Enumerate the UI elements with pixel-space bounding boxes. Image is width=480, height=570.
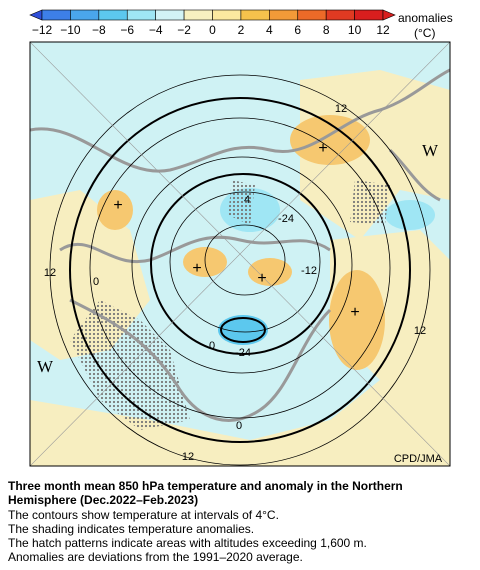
contour-label: 12 bbox=[335, 103, 347, 115]
plus-marker: + bbox=[257, 270, 266, 287]
contour-label: 4 bbox=[244, 194, 250, 206]
map bbox=[30, 42, 450, 466]
map-label: W bbox=[422, 141, 439, 160]
caption-title: Three month mean 850 hPa temperature and… bbox=[8, 479, 403, 493]
contour-label: -24 bbox=[278, 213, 294, 225]
contour-label: 12 bbox=[182, 451, 194, 463]
colorbar-tick-label: 12 bbox=[376, 23, 390, 37]
map-frame bbox=[29, 41, 451, 467]
colorbar-tick-label: −12 bbox=[32, 23, 53, 37]
colorbar-segment bbox=[70, 9, 100, 21]
colorbar-segment bbox=[183, 9, 213, 21]
caption-note: Anomalies are deviations from the 1991–2… bbox=[8, 550, 303, 564]
colorbar-tick-label: −4 bbox=[149, 23, 163, 37]
credit: CPD/JMA bbox=[394, 453, 443, 465]
colorbar-segment bbox=[325, 9, 355, 21]
colorbar-end bbox=[29, 9, 43, 21]
contour-label: 12 bbox=[414, 325, 426, 337]
contour-label: -24 bbox=[235, 347, 251, 359]
colorbar-tick-label: 6 bbox=[294, 23, 301, 37]
colorbar-label: anomalies bbox=[398, 11, 453, 25]
colorbar-segment bbox=[269, 9, 299, 21]
contour-label: 12 bbox=[44, 267, 56, 279]
caption-note: The shading indicates temperature anomal… bbox=[8, 522, 254, 536]
plus-marker: + bbox=[350, 304, 359, 321]
colorbar-segment bbox=[126, 9, 156, 21]
colorbar-segment bbox=[354, 9, 384, 21]
colorbar-tick-label: −2 bbox=[177, 23, 191, 37]
colorbar-end bbox=[382, 9, 396, 21]
colorbar-tick-label: 2 bbox=[238, 23, 245, 37]
colorbar-tick-label: −10 bbox=[60, 23, 81, 37]
colorbar-tick-label: 10 bbox=[348, 23, 362, 37]
colorbar: −12 −10 −8 −6 −4 −2 0 2 4 6 8 10 12 bbox=[29, 9, 396, 37]
map-label: W bbox=[37, 357, 54, 376]
colorbar-unit: (°C) bbox=[414, 26, 435, 40]
caption-title: Hemisphere (Dec.2022–Feb.2023) bbox=[8, 493, 198, 507]
colorbar-tick-label: 8 bbox=[323, 23, 330, 37]
caption-note: The hatch patterns indicate areas with a… bbox=[8, 536, 367, 550]
plus-marker: + bbox=[113, 197, 122, 214]
contour-label: 0 bbox=[209, 340, 215, 352]
colorbar-segment bbox=[240, 9, 270, 21]
colorbar-segment bbox=[297, 9, 327, 21]
colorbar-segment bbox=[98, 9, 128, 21]
colorbar-tick-label: 0 bbox=[209, 23, 216, 37]
contour-label: 0 bbox=[93, 276, 99, 288]
caption-note: The contours show temperature at interva… bbox=[8, 508, 279, 522]
contour-label: 0 bbox=[236, 420, 242, 432]
plus-marker: + bbox=[318, 140, 327, 157]
colorbar-segment bbox=[41, 9, 71, 21]
colorbar-tick-label: −8 bbox=[92, 23, 106, 37]
plus-marker: + bbox=[192, 260, 201, 277]
colorbar-tick-label: 4 bbox=[266, 23, 273, 37]
colorbar-segment bbox=[212, 9, 242, 21]
contour-label: -12 bbox=[301, 265, 317, 277]
colorbar-segment bbox=[155, 9, 185, 21]
colorbar-tick-label: −6 bbox=[120, 23, 134, 37]
